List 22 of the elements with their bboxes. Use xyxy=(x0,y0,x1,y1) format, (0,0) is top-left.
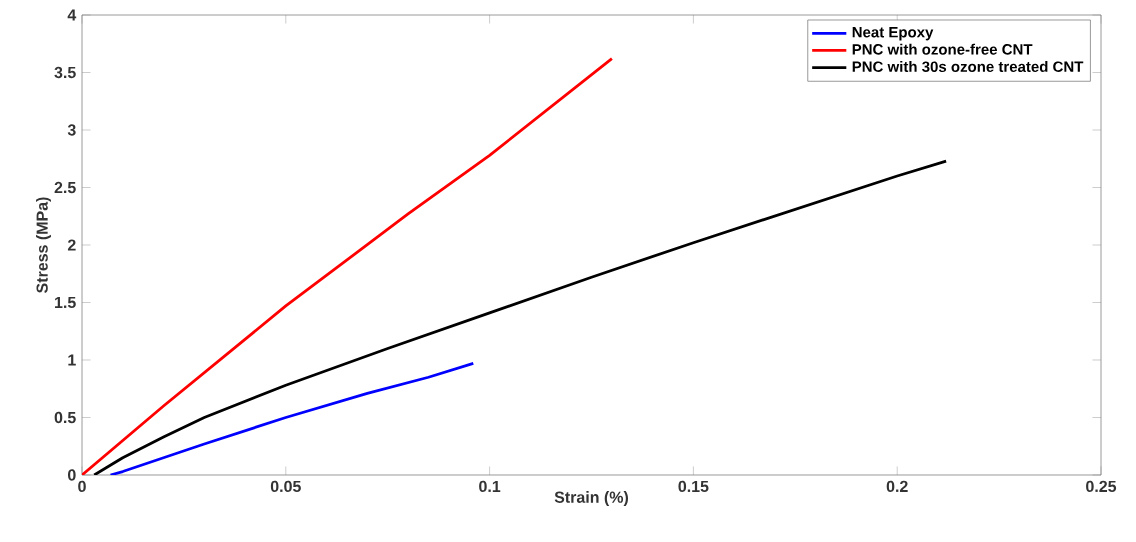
y-tick-label: 4 xyxy=(67,9,77,21)
x-tick-label: 0.2 xyxy=(886,480,908,493)
y-axis-title: Stress (MPa) xyxy=(36,197,51,293)
x-tick-label: 0.15 xyxy=(678,480,709,493)
legend-label: PNC with ozone-free CNT xyxy=(852,43,1033,55)
y-tick-label: 2.5 xyxy=(54,181,76,194)
y-tick-label: 2 xyxy=(67,239,76,251)
x-tick-label: 0.25 xyxy=(1086,480,1117,493)
y-tick-label: 0.5 xyxy=(54,411,76,424)
y-tick-label: 3.5 xyxy=(54,66,76,79)
x-tick-label: 0.1 xyxy=(479,480,501,493)
line-series xyxy=(109,362,475,475)
line-series xyxy=(82,57,614,475)
y-tick-label: 0 xyxy=(68,469,76,481)
x-tick-label: 0 xyxy=(78,480,86,493)
y-tick-label: 3 xyxy=(67,124,76,136)
y-tick-label: 1.5 xyxy=(55,296,76,309)
x-tick-label: 0.05 xyxy=(270,480,301,493)
legend-label: Neat Epoxy xyxy=(852,27,934,41)
y-tick-label: 1 xyxy=(68,354,76,366)
x-axis-title: Strain (%) xyxy=(554,491,629,507)
legend-label: PNC with 30s ozone treated CNT xyxy=(852,61,1084,73)
